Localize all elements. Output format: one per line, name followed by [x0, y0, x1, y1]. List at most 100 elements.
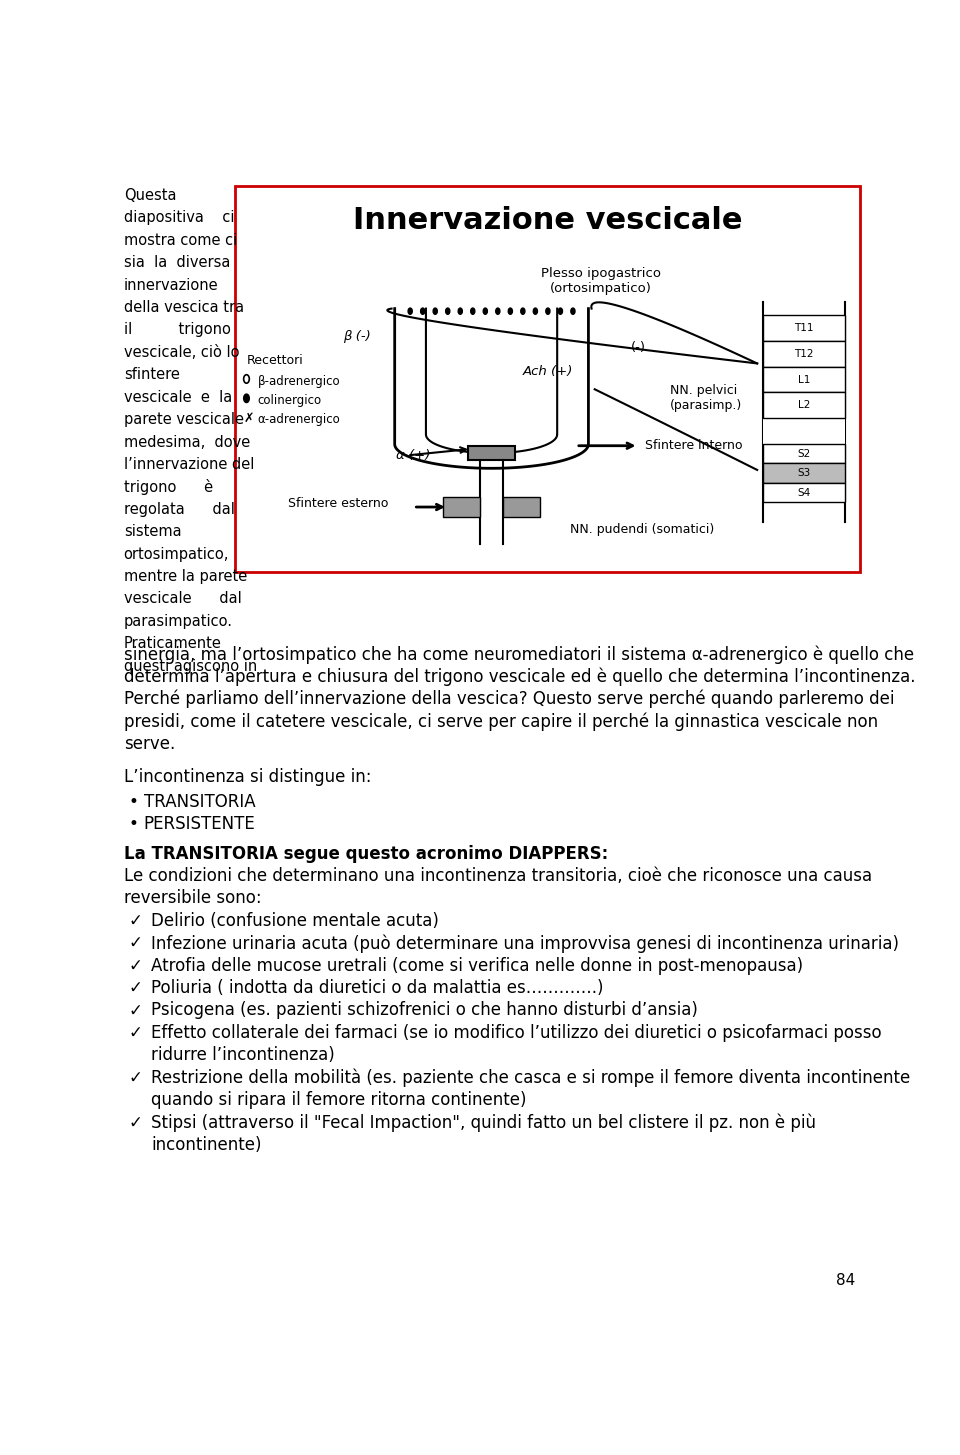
Text: trigono      è: trigono è — [124, 479, 213, 495]
Text: l’innervazione del: l’innervazione del — [124, 457, 254, 471]
Circle shape — [458, 308, 463, 314]
Text: ✓: ✓ — [129, 912, 143, 930]
Circle shape — [408, 308, 412, 314]
Bar — [763, 464, 845, 483]
Text: L1: L1 — [798, 374, 810, 384]
Text: (-): (-) — [631, 340, 646, 354]
Circle shape — [420, 308, 424, 314]
Text: ✗: ✗ — [244, 412, 254, 425]
Text: mostra come ci: mostra come ci — [124, 233, 237, 247]
Text: parete vescicale: parete vescicale — [124, 412, 244, 428]
Text: La TRANSITORIA segue questo acronimo DIAPPERS:: La TRANSITORIA segue questo acronimo DIA… — [124, 844, 608, 863]
Bar — [468, 445, 516, 460]
Text: PERSISTENTE: PERSISTENTE — [144, 815, 255, 834]
Text: sinergia, ma l’ortosimpatico che ha come neuromediatori il sistema α-adrenergico: sinergia, ma l’ortosimpatico che ha come… — [124, 645, 914, 663]
Bar — [763, 316, 845, 340]
Text: Atrofia delle mucose uretrali (come si verifica nelle donne in post-menopausa): Atrofia delle mucose uretrali (come si v… — [152, 956, 804, 975]
Text: ✓: ✓ — [129, 1001, 143, 1020]
Circle shape — [445, 308, 450, 314]
Circle shape — [508, 308, 513, 314]
Text: ✓: ✓ — [129, 979, 143, 997]
Text: ✓: ✓ — [129, 956, 143, 975]
Text: questi agiscono in: questi agiscono in — [124, 659, 257, 674]
Circle shape — [520, 308, 525, 314]
Text: S2: S2 — [798, 448, 810, 458]
Text: innervazione: innervazione — [124, 278, 218, 292]
Text: sfintere: sfintere — [124, 367, 180, 383]
Circle shape — [470, 308, 475, 314]
Text: ridurre l’incontinenza): ridurre l’incontinenza) — [152, 1046, 335, 1064]
Bar — [763, 393, 845, 418]
Text: diapositiva    ci: diapositiva ci — [124, 211, 234, 226]
Circle shape — [433, 308, 438, 314]
Text: Delirio (confusione mentale acuta): Delirio (confusione mentale acuta) — [152, 912, 439, 930]
Text: Poliuria ( indotta da diuretici o da malattia es………….): Poliuria ( indotta da diuretici o da mal… — [152, 979, 604, 997]
Circle shape — [483, 308, 488, 314]
Text: T11: T11 — [794, 323, 814, 333]
Text: S4: S4 — [798, 487, 810, 498]
Circle shape — [244, 394, 250, 403]
Bar — [763, 367, 845, 393]
Text: α-adrenergico: α-adrenergico — [257, 413, 341, 426]
Text: Psicogena (es. pazienti schizofrenici o che hanno disturbi d’ansia): Psicogena (es. pazienti schizofrenici o … — [152, 1001, 698, 1020]
Text: vescicale      dal: vescicale dal — [124, 591, 242, 607]
Bar — [235, 186, 860, 572]
Circle shape — [495, 308, 500, 314]
Text: serve.: serve. — [124, 735, 175, 752]
Text: α (+): α (+) — [396, 450, 431, 461]
Bar — [763, 418, 845, 444]
Text: sia  la  diversa: sia la diversa — [124, 255, 230, 271]
Text: della vescica tra: della vescica tra — [124, 300, 244, 316]
Text: presidi, come il catetere vescicale, ci serve per capire il perché la ginnastica: presidi, come il catetere vescicale, ci … — [124, 713, 877, 730]
Text: Perché parliamo dell’innervazione della vescica? Questo serve perché quando parl: Perché parliamo dell’innervazione della … — [124, 690, 894, 709]
Bar — [763, 444, 845, 464]
Text: NN. pudendi (somatici): NN. pudendi (somatici) — [569, 524, 714, 535]
Bar — [763, 340, 845, 367]
Text: colinergico: colinergico — [257, 394, 322, 407]
Text: vescicale  e  la: vescicale e la — [124, 390, 232, 404]
Text: Plesso ipogastrico
(ortosimpatico): Plesso ipogastrico (ortosimpatico) — [540, 266, 660, 295]
Text: Sfintere interno: Sfintere interno — [645, 439, 742, 453]
Text: ortosimpatico,: ortosimpatico, — [124, 547, 229, 562]
Text: Infezione urinaria acuta (può determinare una improvvisa genesi di incontinenza : Infezione urinaria acuta (può determinar… — [152, 934, 900, 953]
Text: TRANSITORIA: TRANSITORIA — [144, 793, 255, 810]
Text: ✓: ✓ — [129, 1024, 143, 1042]
Text: regolata      dal: regolata dal — [124, 502, 234, 517]
Text: S3: S3 — [798, 469, 810, 479]
Bar — [503, 498, 540, 517]
Text: •: • — [129, 815, 139, 834]
Text: •: • — [129, 793, 139, 810]
Text: Stipsi (attraverso il "Fecal Impaction", quindi fatto un bel clistere il pz. non: Stipsi (attraverso il "Fecal Impaction",… — [152, 1113, 816, 1132]
Text: L’incontinenza si distingue in:: L’incontinenza si distingue in: — [124, 768, 372, 786]
Text: ✓: ✓ — [129, 1068, 143, 1087]
Text: ✓: ✓ — [129, 1113, 143, 1132]
Circle shape — [571, 308, 575, 314]
Text: Recettori: Recettori — [247, 354, 303, 367]
Text: determina l’apertura e chiusura del trigono vescicale ed è quello che determina : determina l’apertura e chiusura del trig… — [124, 668, 915, 687]
Text: Innervazione vescicale: Innervazione vescicale — [353, 207, 742, 234]
Text: quando si ripara il femore ritorna continente): quando si ripara il femore ritorna conti… — [152, 1091, 527, 1109]
Text: Questa: Questa — [124, 188, 177, 204]
Text: reversibile sono:: reversibile sono: — [124, 889, 261, 908]
Text: vescicale, ciò lo: vescicale, ciò lo — [124, 345, 239, 359]
Text: NN. pelvici
(parasimp.): NN. pelvici (parasimp.) — [670, 384, 742, 412]
Text: incontinente): incontinente) — [152, 1136, 262, 1154]
Text: L2: L2 — [798, 400, 810, 410]
Text: medesima,  dove: medesima, dove — [124, 435, 250, 450]
Text: T12: T12 — [794, 349, 814, 359]
Text: Restrizione della mobilità (es. paziente che casca e si rompe il femore diventa : Restrizione della mobilità (es. paziente… — [152, 1068, 910, 1087]
Text: Praticamente: Praticamente — [124, 636, 222, 652]
Text: mentre la parete: mentre la parete — [124, 569, 247, 583]
Text: Sfintere esterno: Sfintere esterno — [288, 498, 389, 511]
Text: Ach (+): Ach (+) — [522, 365, 573, 378]
Text: il          trigono: il trigono — [124, 323, 230, 338]
Bar — [443, 498, 480, 517]
Text: Effetto collaterale dei farmaci (se io modifico l’utilizzo dei diuretici o psico: Effetto collaterale dei farmaci (se io m… — [152, 1024, 882, 1042]
Bar — [763, 483, 845, 502]
Circle shape — [546, 308, 550, 314]
Text: ✓: ✓ — [129, 934, 143, 952]
Circle shape — [534, 308, 538, 314]
Text: 84: 84 — [836, 1273, 855, 1288]
Text: parasimpatico.: parasimpatico. — [124, 614, 232, 629]
Text: β-adrenergico: β-adrenergico — [257, 375, 340, 387]
